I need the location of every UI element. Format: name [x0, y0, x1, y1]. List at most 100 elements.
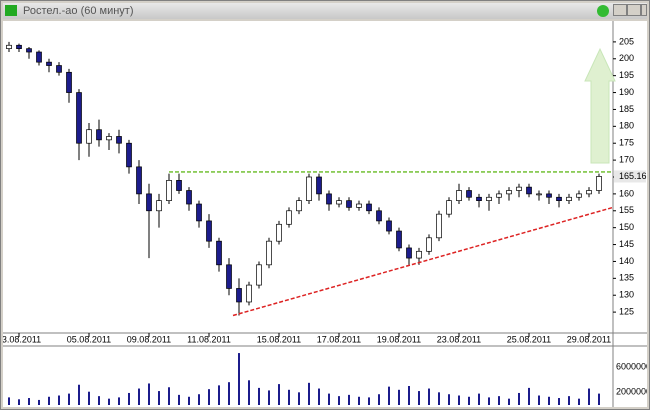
candle-body	[216, 240, 222, 266]
volume-bar	[368, 397, 370, 405]
volume-bar	[308, 382, 310, 405]
volume-bar	[218, 385, 220, 405]
candle-body	[456, 190, 462, 201]
volume-bar	[548, 396, 550, 405]
volume-bar	[468, 396, 470, 405]
candle-body	[236, 288, 242, 303]
candle-body	[366, 203, 372, 212]
candle-body	[396, 230, 402, 249]
minimize-button[interactable]	[613, 4, 627, 16]
volume-bar	[108, 398, 110, 405]
volume-bar	[248, 380, 250, 405]
candle-body	[26, 48, 32, 53]
y-tick-label: 205	[619, 36, 634, 46]
volume-bar	[328, 393, 330, 405]
candle-body	[306, 176, 312, 201]
y-tick-label: 160	[619, 188, 634, 198]
app-icon	[5, 5, 17, 16]
volume-bar	[408, 386, 410, 405]
candle-body	[316, 176, 322, 195]
y-tick-label: 140	[619, 256, 634, 266]
volume-bar	[478, 393, 480, 405]
candle-body	[86, 129, 92, 144]
x-tick-label: 23.08.2011	[437, 334, 481, 344]
candle-body	[556, 196, 562, 201]
x-tick-label: 05.08.2011	[67, 334, 111, 344]
volume-bar	[538, 395, 540, 405]
candle-body	[506, 190, 512, 195]
volume-bar	[518, 392, 520, 405]
volume-bar	[158, 391, 160, 405]
candle-body	[586, 190, 592, 195]
close-button[interactable]	[641, 4, 647, 16]
candle-body	[516, 186, 522, 191]
candle-body	[476, 196, 482, 201]
volume-bar	[268, 390, 270, 405]
volume-bar	[228, 382, 230, 405]
chart: 1251301351401451501551601651701751801851…	[3, 21, 647, 407]
candle-body	[16, 44, 22, 49]
candle-body	[386, 220, 392, 232]
volume-bar	[578, 398, 580, 405]
volume-bar	[98, 396, 100, 405]
volume-bar	[208, 389, 210, 405]
volume-bar	[258, 387, 260, 405]
y-tick-label: 135	[619, 273, 634, 283]
candle-body	[546, 193, 552, 198]
x-tick-label: 11.08.2011	[187, 334, 231, 344]
candle-body	[416, 250, 422, 259]
volume-bar	[588, 388, 590, 405]
volume-bar	[358, 396, 360, 405]
candle-body	[226, 264, 232, 289]
volume-bar	[58, 395, 60, 405]
candle-body	[6, 44, 12, 49]
volume-bar	[148, 383, 150, 405]
candle-body	[596, 176, 602, 191]
last-price-box	[614, 170, 646, 183]
volume-bar	[188, 396, 190, 405]
volume-bar	[128, 392, 130, 405]
candle-body	[446, 200, 452, 215]
volume-bar	[528, 387, 530, 405]
y-tick-label: 130	[619, 290, 634, 300]
candle-body	[566, 196, 572, 201]
volume-bar	[488, 397, 490, 405]
volume-bar	[598, 393, 600, 405]
y-tick-label: 180	[619, 121, 634, 131]
candle-body	[196, 203, 202, 222]
candle-body	[486, 196, 492, 201]
candle-body	[296, 200, 302, 212]
volume-bar	[18, 399, 20, 405]
volume-bar	[178, 394, 180, 405]
candle-body	[146, 193, 152, 212]
y-tick-label: 145	[619, 239, 634, 249]
candle-body	[286, 210, 292, 225]
y-tick-label: 185	[619, 104, 634, 114]
volume-bar	[68, 393, 70, 405]
candle-body	[96, 129, 102, 141]
candle-body	[126, 142, 132, 168]
candle-body	[266, 240, 272, 266]
window-title: Ростел.-ао (60 минут)	[23, 5, 134, 17]
candle-body	[106, 136, 112, 141]
volume-bar	[28, 398, 30, 405]
candle-body	[496, 193, 502, 198]
volume-bar	[138, 388, 140, 405]
volume-bar	[568, 396, 570, 405]
x-tick-label: 03.08.2011	[3, 334, 41, 344]
y-tick-label: 155	[619, 205, 634, 215]
candle-body	[76, 92, 82, 144]
candle-body	[46, 61, 52, 66]
volume-bar	[388, 386, 390, 405]
volume-bar	[418, 391, 420, 405]
candle-body	[206, 220, 212, 242]
volume-bar	[498, 396, 500, 405]
volume-bar	[398, 389, 400, 405]
volume-bar	[8, 397, 10, 405]
maximize-button[interactable]	[627, 4, 641, 16]
volume-bar	[78, 384, 80, 405]
candle-body	[466, 190, 472, 198]
volume-bar	[198, 394, 200, 405]
y-tick-label: 200	[619, 53, 634, 63]
candle-body	[256, 264, 262, 286]
